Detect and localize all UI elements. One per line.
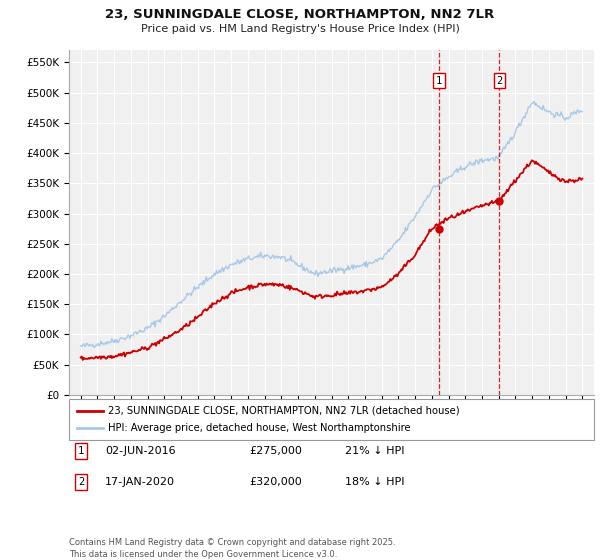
Text: 1: 1 — [78, 446, 84, 456]
Text: £320,000: £320,000 — [249, 477, 302, 487]
Text: £275,000: £275,000 — [249, 446, 302, 456]
Text: 23, SUNNINGDALE CLOSE, NORTHAMPTON, NN2 7LR: 23, SUNNINGDALE CLOSE, NORTHAMPTON, NN2 … — [106, 8, 494, 21]
Text: 2: 2 — [496, 76, 502, 86]
Text: 1: 1 — [436, 76, 442, 86]
FancyBboxPatch shape — [69, 399, 594, 440]
Text: 02-JUN-2016: 02-JUN-2016 — [105, 446, 176, 456]
Text: Price paid vs. HM Land Registry's House Price Index (HPI): Price paid vs. HM Land Registry's House … — [140, 24, 460, 34]
Text: Contains HM Land Registry data © Crown copyright and database right 2025.
This d: Contains HM Land Registry data © Crown c… — [69, 538, 395, 559]
Text: 23, SUNNINGDALE CLOSE, NORTHAMPTON, NN2 7LR (detached house): 23, SUNNINGDALE CLOSE, NORTHAMPTON, NN2 … — [109, 405, 460, 416]
Text: 17-JAN-2020: 17-JAN-2020 — [105, 477, 175, 487]
Text: HPI: Average price, detached house, West Northamptonshire: HPI: Average price, detached house, West… — [109, 423, 411, 433]
Text: 21% ↓ HPI: 21% ↓ HPI — [345, 446, 404, 456]
Text: 2: 2 — [78, 477, 84, 487]
Text: 18% ↓ HPI: 18% ↓ HPI — [345, 477, 404, 487]
